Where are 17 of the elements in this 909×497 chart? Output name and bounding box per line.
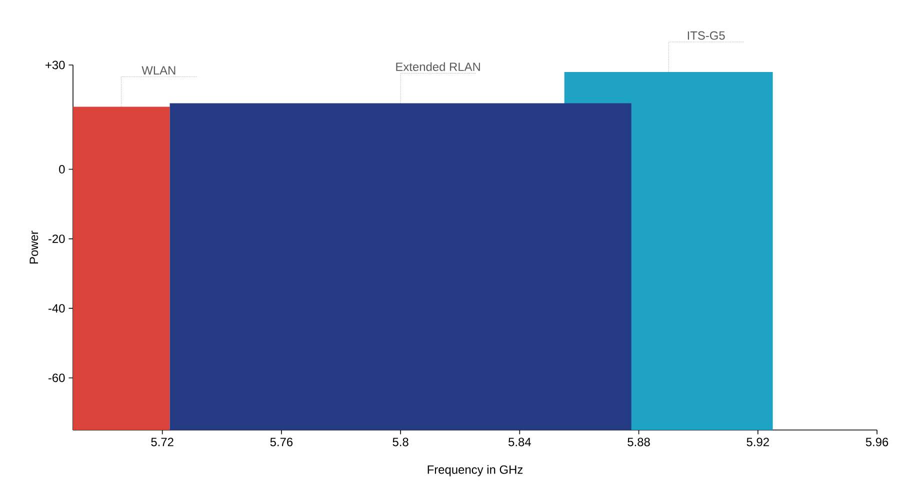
x-tick-label: 5.72 (151, 438, 174, 446)
x-tick-label: 5.88 (628, 438, 650, 446)
x-tick-label: 5.8 (392, 438, 408, 446)
y-axis-title: Power (30, 230, 38, 264)
y-tick-label: 0 (59, 165, 65, 174)
text: WLAN (142, 66, 176, 75)
x-tick-label: 5.96 (866, 438, 888, 446)
x-tick-label: 5.84 (508, 438, 531, 446)
text: ITS-G5 (688, 31, 725, 40)
x-axis-title: Frequency in GHz (428, 465, 523, 476)
y-tick-label: -60 (48, 374, 65, 382)
x-tick-label: 5.92 (746, 438, 769, 446)
text: Extended RLAN (396, 62, 480, 72)
y-tick-label: +30 (46, 60, 65, 70)
x-tick-label: 5.76 (270, 438, 293, 446)
y-tick-label: -40 (48, 304, 65, 313)
y-tick-label: -20 (48, 234, 65, 244)
